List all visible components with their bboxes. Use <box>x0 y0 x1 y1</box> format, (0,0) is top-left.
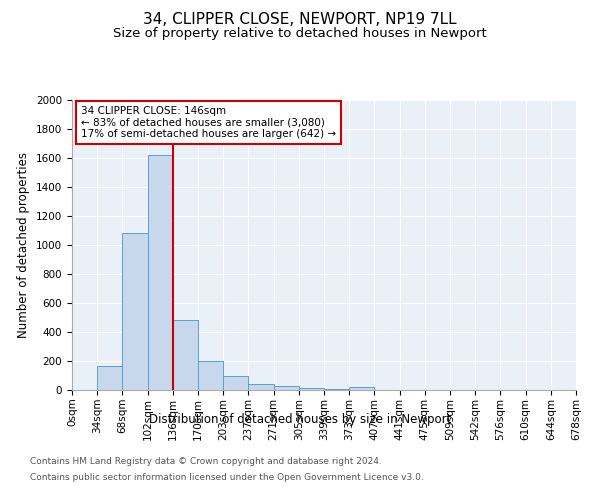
Bar <box>274 386 299 390</box>
Text: Size of property relative to detached houses in Newport: Size of property relative to detached ho… <box>113 28 487 40</box>
Text: Distribution of detached houses by size in Newport: Distribution of detached houses by size … <box>149 412 451 426</box>
Bar <box>223 376 248 390</box>
Bar <box>173 320 198 390</box>
Bar <box>248 384 274 390</box>
Text: Contains public sector information licensed under the Open Government Licence v3: Contains public sector information licen… <box>30 472 424 482</box>
Bar <box>97 366 122 390</box>
Text: Contains HM Land Registry data © Crown copyright and database right 2024.: Contains HM Land Registry data © Crown c… <box>30 458 382 466</box>
Bar <box>122 234 148 390</box>
Bar <box>148 155 173 390</box>
Y-axis label: Number of detached properties: Number of detached properties <box>17 152 31 338</box>
Bar <box>299 388 324 390</box>
Text: 34 CLIPPER CLOSE: 146sqm
← 83% of detached houses are smaller (3,080)
17% of sem: 34 CLIPPER CLOSE: 146sqm ← 83% of detach… <box>81 106 336 139</box>
Bar <box>324 388 349 390</box>
Bar <box>349 387 374 390</box>
Bar <box>198 361 223 390</box>
Text: 34, CLIPPER CLOSE, NEWPORT, NP19 7LL: 34, CLIPPER CLOSE, NEWPORT, NP19 7LL <box>143 12 457 28</box>
